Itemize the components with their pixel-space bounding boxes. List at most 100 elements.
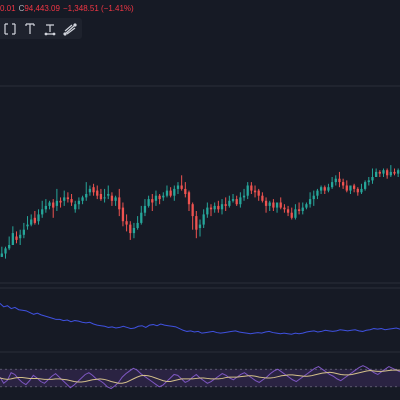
candle-body — [147, 199, 150, 206]
candle-body — [129, 224, 132, 234]
pitchfork-tool-icon — [63, 22, 77, 36]
candle-body — [356, 188, 359, 193]
candle-body — [393, 171, 396, 174]
candle-body — [165, 190, 169, 196]
candle-body — [239, 197, 242, 205]
anchored-text-tool-icon — [44, 23, 56, 35]
candle-body — [173, 188, 176, 196]
candle-body — [143, 205, 147, 213]
candle-body — [180, 185, 183, 189]
candle-body — [242, 195, 246, 198]
candle-body — [235, 199, 238, 205]
candle-body — [220, 204, 224, 210]
anchored-text-tool-button[interactable] — [41, 20, 59, 38]
candle-body — [26, 224, 29, 227]
candle-body — [118, 197, 121, 210]
candle-body — [114, 197, 117, 201]
candle-body — [272, 202, 275, 208]
candle-body — [209, 207, 213, 210]
candle-body — [371, 177, 374, 181]
candle-body — [191, 204, 194, 217]
candle-body — [279, 202, 282, 208]
text-tool-icon — [25, 22, 35, 34]
open-value: 0.01 — [0, 4, 16, 13]
candle-body — [250, 185, 253, 191]
indicator-line — [0, 303, 400, 335]
drawing-toolbar — [0, 18, 82, 39]
candle-body — [327, 187, 330, 191]
candle-body — [231, 199, 235, 201]
candle-body — [268, 202, 271, 206]
candle-body — [217, 205, 220, 210]
candle-body — [37, 214, 40, 222]
candle-body — [81, 197, 84, 201]
candle-body — [364, 182, 367, 189]
candle-body — [107, 194, 110, 196]
candle-body — [55, 200, 59, 206]
indicator-pane — [0, 303, 400, 335]
candle-body — [136, 222, 139, 228]
candle-body — [341, 182, 345, 186]
candle-body — [176, 185, 180, 189]
candle-body — [349, 185, 352, 191]
candle-body — [206, 207, 209, 215]
candle-body — [74, 204, 77, 210]
candle-body — [202, 214, 205, 225]
candle-body — [397, 170, 400, 174]
candle-body — [301, 207, 304, 211]
candle-body — [15, 236, 18, 240]
candle-body — [103, 197, 106, 199]
candle-body — [375, 171, 378, 177]
candle-body — [224, 204, 227, 206]
candle-body — [316, 190, 319, 196]
candle-body — [198, 224, 202, 228]
candle-body — [8, 245, 11, 249]
candle-body — [70, 199, 73, 203]
candle-body — [338, 178, 341, 183]
candlestick-series — [0, 165, 400, 259]
candle-body — [308, 199, 312, 205]
candle-body — [158, 195, 161, 200]
candle-body — [88, 188, 92, 193]
bracket-tool-button[interactable] — [1, 20, 19, 38]
candle-body — [125, 221, 128, 225]
candle-body — [41, 209, 44, 215]
close-value: 94,443.09 — [24, 4, 60, 13]
candle-body — [246, 185, 249, 196]
candle-body — [33, 217, 36, 223]
candle-body — [319, 187, 323, 191]
candle-body — [261, 195, 264, 201]
candle-body — [283, 207, 286, 210]
candle-body — [352, 185, 356, 189]
candle-body — [0, 253, 3, 257]
candle-body — [154, 195, 158, 201]
candle-body — [187, 192, 191, 205]
candle-body — [63, 197, 66, 201]
candle-body — [169, 190, 172, 196]
candle-body — [96, 190, 99, 196]
candle-body — [286, 209, 290, 213]
candle-body — [4, 248, 7, 254]
candle-body — [48, 202, 51, 206]
change-value: −1,348.51 (−1.41%) — [62, 4, 134, 13]
candle-body — [184, 188, 187, 194]
candle-body — [213, 205, 216, 210]
candle-body — [66, 197, 70, 200]
text-tool-button[interactable] — [21, 20, 39, 38]
candle-body — [140, 212, 143, 223]
candle-body — [44, 205, 48, 210]
candle-body — [275, 202, 279, 208]
candle-body — [345, 185, 348, 191]
pitchfork-tool-button[interactable] — [61, 20, 79, 38]
candle-body — [312, 195, 315, 200]
candle-body — [290, 212, 293, 218]
candle-body — [99, 194, 103, 200]
candle-body — [85, 194, 88, 198]
candle-body — [77, 200, 81, 205]
candle-body — [92, 187, 95, 193]
candle-body — [151, 199, 154, 203]
candle-body — [378, 171, 381, 174]
candle-body — [382, 170, 385, 174]
candle-body — [30, 219, 33, 225]
